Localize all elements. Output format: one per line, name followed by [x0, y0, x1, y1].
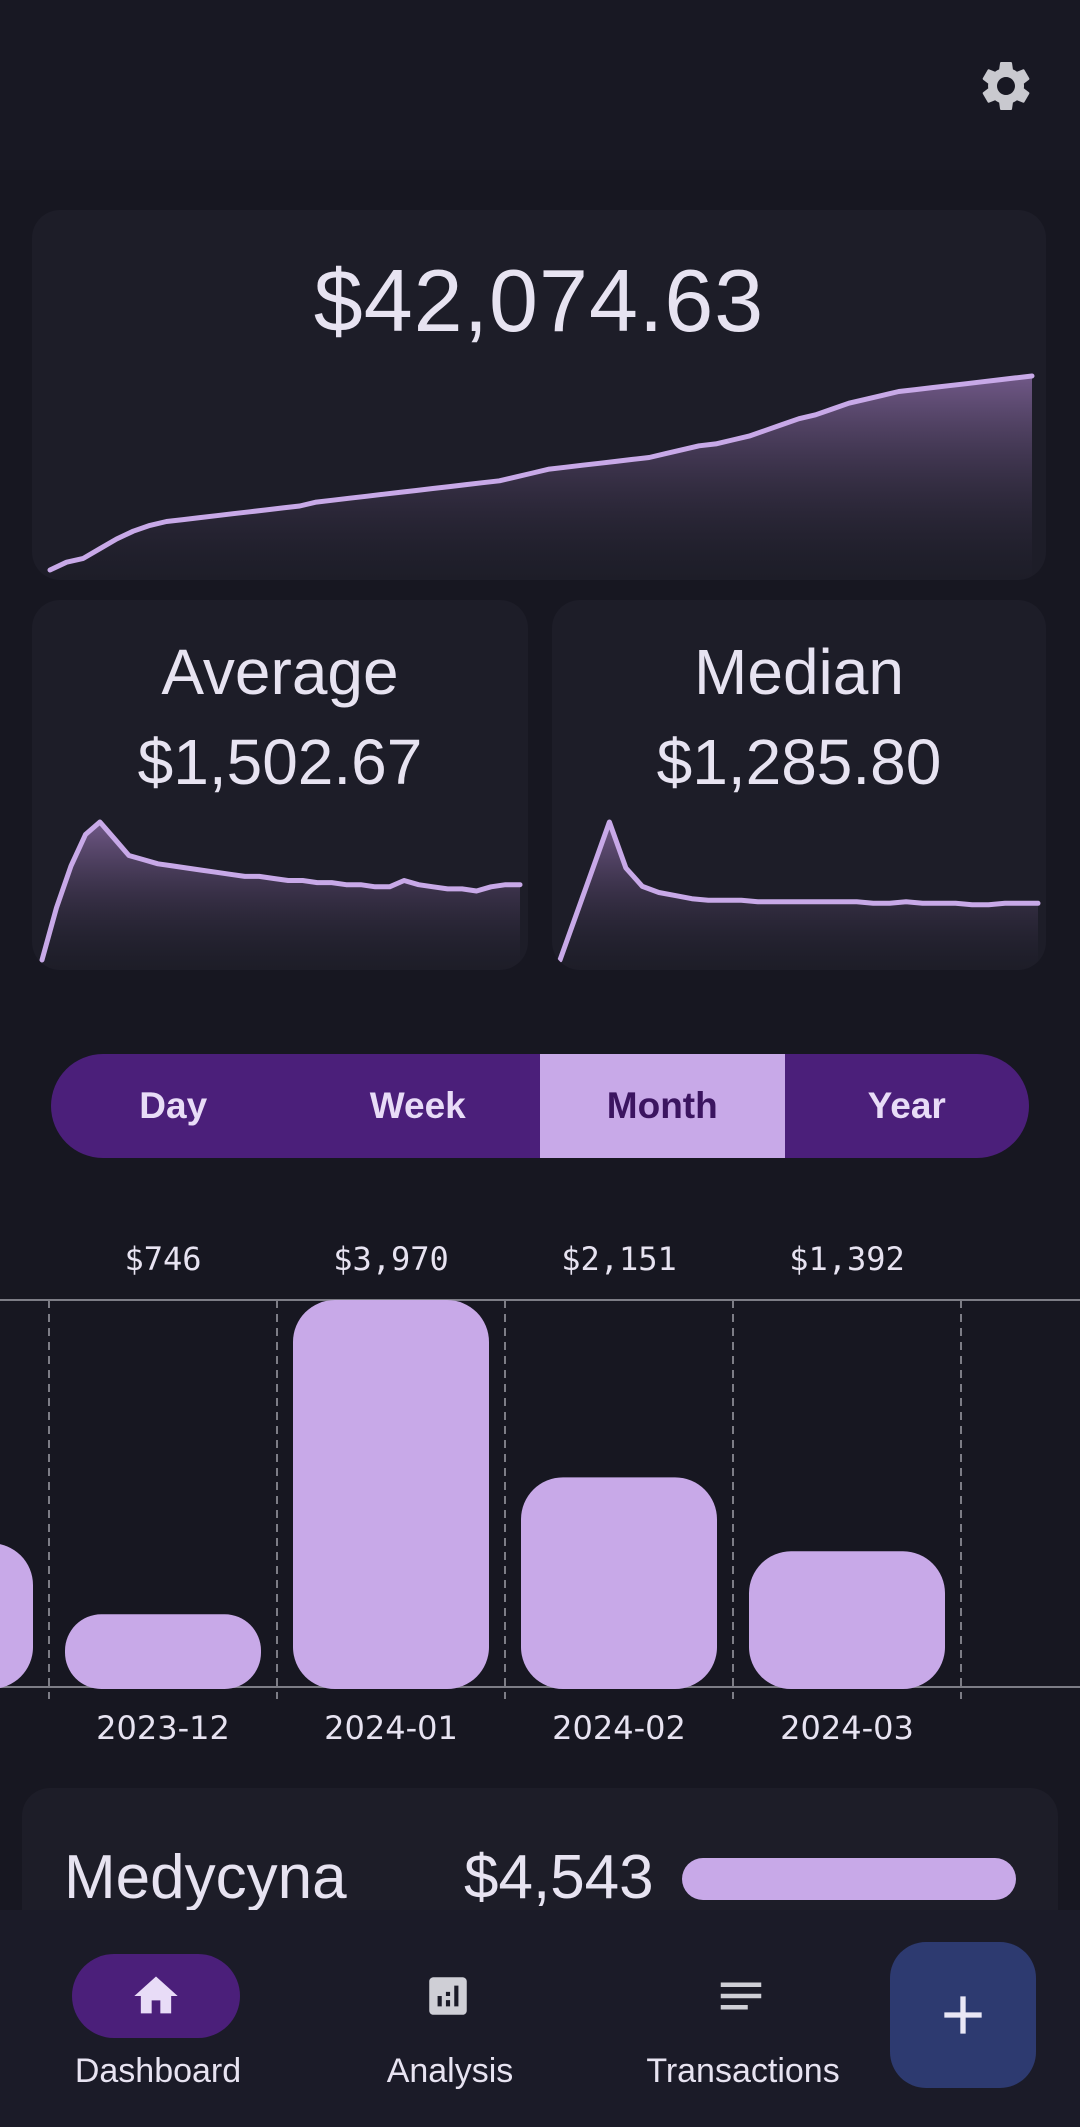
total-value: $42,074.63 [313, 251, 765, 350]
bar[interactable] [293, 1300, 489, 1689]
bar-value-label: $3,970 [333, 1240, 449, 1278]
add-transaction-button[interactable] [890, 1942, 1036, 2088]
average-value: $1,502.67 [137, 726, 423, 798]
nav-transactions[interactable]: Transactions [633, 1942, 853, 2092]
bar-category-label: 2024-01 [324, 1709, 458, 1747]
nav-analysis-label: Analysis [386, 2052, 514, 2090]
bar-value-label: $1,392 [789, 1240, 905, 1278]
gear-icon[interactable] [976, 56, 1036, 116]
bar[interactable] [521, 1477, 717, 1689]
bar[interactable] [65, 1614, 261, 1689]
plus-icon [944, 1996, 982, 2034]
average-trend-sparkline [39, 819, 523, 970]
home-icon [134, 1976, 178, 2014]
median-value: $1,285.80 [656, 726, 942, 798]
category-amount: $4,543 [464, 1843, 654, 1912]
bar-category-label: 2023-11 [0, 1709, 2, 1747]
bar[interactable] [0, 1543, 33, 1689]
period-month-button[interactable]: Month [540, 1054, 785, 1158]
bar-category-label: 2024-03 [780, 1709, 914, 1747]
sparkline-area [560, 822, 1038, 970]
median-trend-sparkline [557, 819, 1041, 970]
monthly-bar-chart: $1,4762023-11$7462023-12$3,9702024-01$2,… [0, 1240, 1080, 1747]
transactions-icon [720, 1982, 762, 2010]
nav-transactions-indicator [657, 1954, 825, 2038]
nav-dashboard-indicator [72, 1954, 240, 2038]
median-label: Median [694, 636, 904, 708]
sparkline-line [557, 819, 1041, 963]
average-label: Average [161, 636, 399, 708]
category-name: Medycyna [64, 1843, 347, 1912]
nav-transactions-label: Transactions [646, 2052, 840, 2090]
nav-dashboard-label: Dashboard [74, 2052, 242, 2090]
bar-category-label: 2024-02 [552, 1709, 686, 1747]
bar-value-label: $2,151 [561, 1240, 677, 1278]
nav-dashboard[interactable]: Dashboard [48, 1942, 268, 2092]
sparkline-line [47, 373, 1035, 573]
period-day-button[interactable]: Day [139, 1085, 208, 1126]
nav-analysis[interactable]: Analysis [340, 1942, 560, 2092]
bar-value-label: $746 [124, 1240, 201, 1278]
total-trend-sparkline [47, 373, 1035, 580]
analysis-icon [429, 1977, 467, 2015]
category-share-bar [682, 1858, 1016, 1900]
median-card: Median $1,285.80 [552, 600, 1046, 970]
total-card: $42,074.63 [32, 210, 1046, 580]
bar[interactable] [749, 1551, 945, 1689]
sparkline-line [39, 819, 523, 963]
average-card: Average $1,502.67 [32, 600, 528, 970]
nav-analysis-indicator [364, 1954, 532, 2038]
sparkline-area [42, 822, 520, 970]
period-selector: Day Week Month Year [51, 1054, 1029, 1158]
top-app-bar [0, 0, 1080, 170]
period-week-button[interactable]: Week [369, 1085, 466, 1126]
period-year-button[interactable]: Year [867, 1085, 946, 1126]
bar-category-label: 2023-12 [96, 1709, 230, 1747]
sparkline-area [50, 376, 1032, 580]
